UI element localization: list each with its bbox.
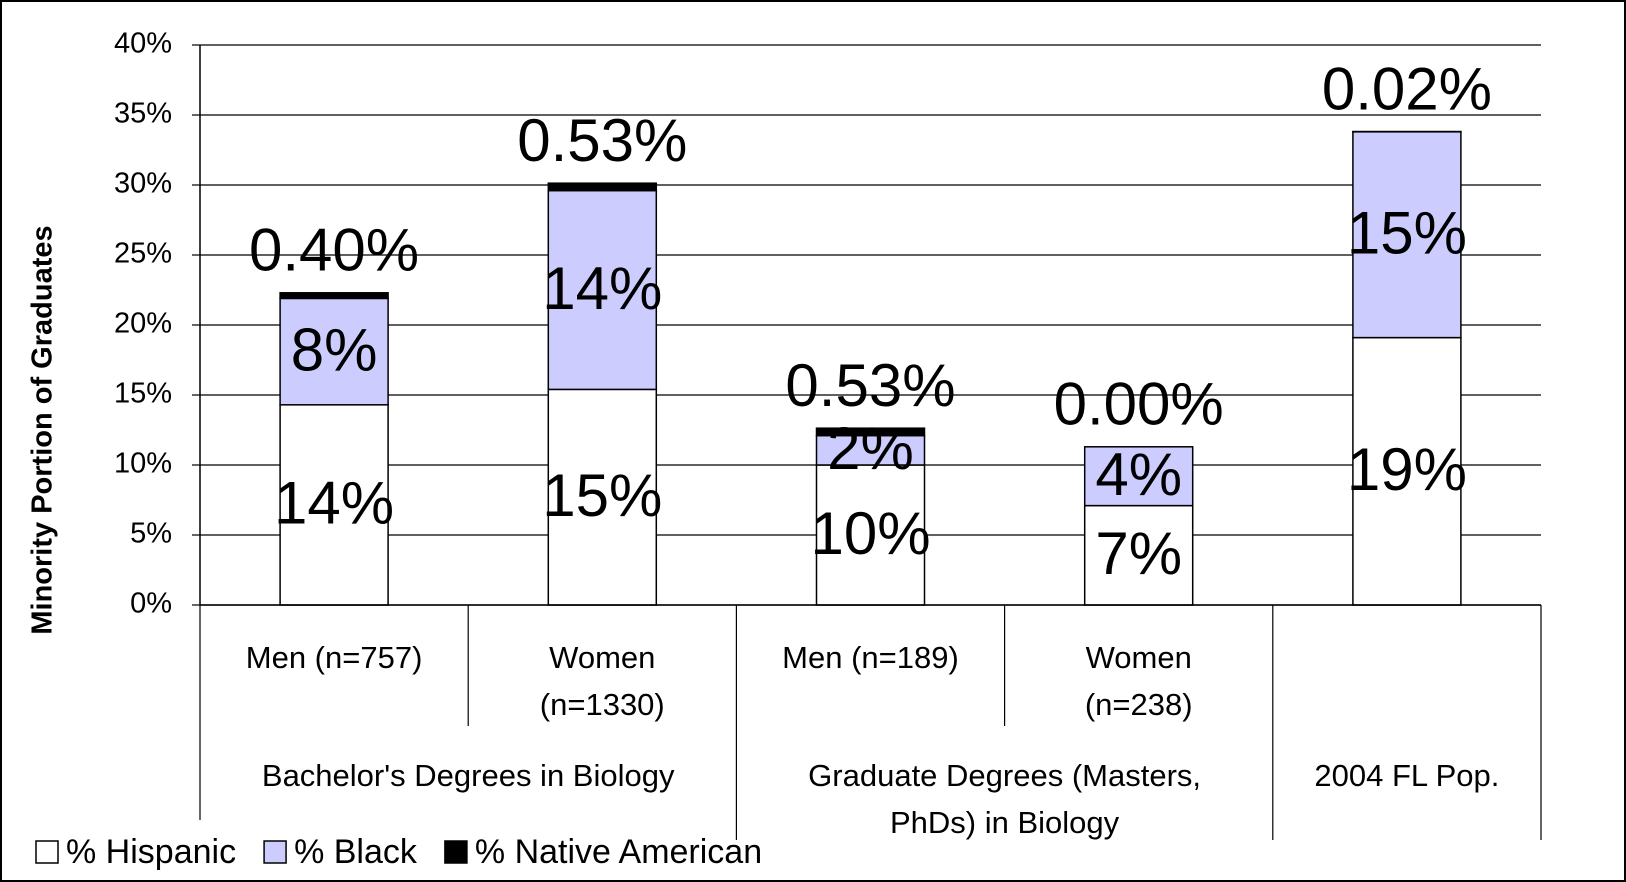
data-label: 0.53% [785,352,955,419]
legend-label: % Native American [475,833,762,871]
bar-segment [547,182,658,192]
bar-segment [815,464,926,606]
y-tick-label: 0% [130,588,172,620]
data-label: 0.00% [1054,371,1224,438]
data-label: 15% [542,462,662,529]
y-tick-label: 35% [114,98,172,130]
bar-segment [279,292,389,300]
data-label: 0.02% [1322,55,1492,122]
data-label: 14% [274,470,394,537]
y-axis-label: Minority Portion of Graduates [27,225,59,634]
data-label: 15% [1347,200,1467,267]
data-label: 10% [810,500,930,567]
legend-label: % Hispanic [66,833,236,871]
legend-swatch [263,840,287,864]
y-tick-label: 30% [114,168,172,200]
y-tick-label: 5% [130,518,172,550]
legend-swatch [35,840,59,864]
group-label: 2004 FL Pop. [1314,758,1500,793]
data-label: 4% [1095,441,1182,508]
data-label: 8% [291,316,378,383]
bar-segment [815,434,926,466]
data-label: 14% [542,255,662,322]
data-label: 0.53% [517,107,687,174]
x-tick-label: Men (n=189) [782,640,959,675]
y-tick-label: 20% [114,308,172,340]
bar-segment [1083,446,1194,507]
legend-swatch [444,840,468,864]
x-tick-label: Men (n=757) [245,640,423,675]
data-label: 2% [827,415,914,482]
y-tick-label: 10% [114,448,172,480]
data-label: 0.40% [249,217,419,284]
group-label: Bachelor's Degrees in Biology [261,758,675,793]
x-tick-label: Women (n=1330) [539,640,665,722]
y-tick-label: 25% [114,238,172,270]
group-label: Graduate Degrees (Masters, PhDs) in Biol… [808,758,1201,840]
data-label: 19% [1347,436,1467,503]
bar-segment [815,427,926,437]
data-label: 7% [1095,520,1182,587]
bar-segment [547,189,658,391]
bar-segment [279,297,389,406]
legend-label: % Black [294,833,418,871]
bar-segment [1352,131,1462,339]
y-tick-label: 15% [114,378,172,410]
bar-segment [1352,336,1462,606]
x-tick-label: Women (n=238) [1084,640,1193,722]
y-tick-label: 40% [114,28,172,60]
